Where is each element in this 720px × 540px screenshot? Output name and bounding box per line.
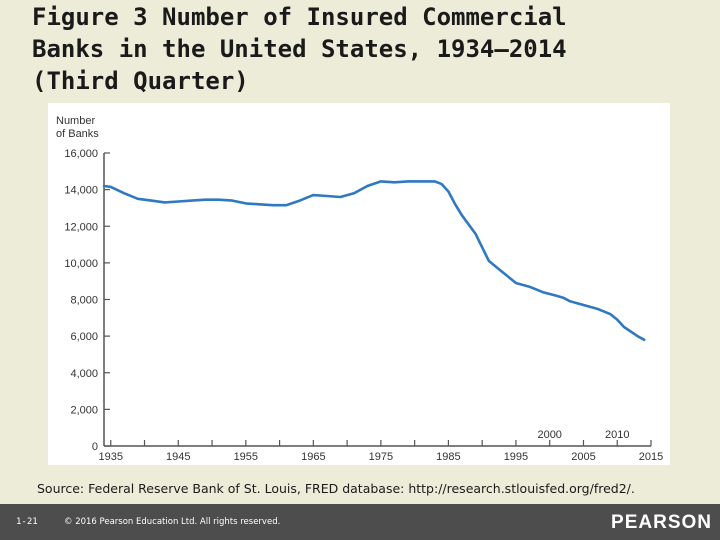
title-line-2: Banks in the United States, 1934–2014 bbox=[32, 35, 567, 63]
source-note: Source: Federal Reserve Bank of St. Loui… bbox=[37, 481, 635, 496]
y-tick-label: 10,000 bbox=[64, 258, 98, 270]
x-tick-label: 1955 bbox=[234, 451, 258, 463]
title-line-3: (Third Quarter) bbox=[32, 67, 249, 95]
y-axis-label: Number bbox=[56, 115, 95, 127]
slide-number: 1-21 bbox=[16, 517, 38, 527]
y-tick-label: 0 bbox=[92, 441, 98, 453]
x-tick-label: 1995 bbox=[504, 451, 528, 463]
x-tick-label: 2000 bbox=[537, 429, 561, 441]
x-tick-label: 1945 bbox=[166, 451, 190, 463]
x-tick-label: 1965 bbox=[301, 451, 325, 463]
y-tick-label: 2,000 bbox=[70, 404, 98, 416]
x-tick-label: 1975 bbox=[369, 451, 393, 463]
y-tick-label: 16,000 bbox=[64, 148, 98, 160]
chart-panel: Number of Banks 0 2,000 4,000 6,000 8,000 10,00… bbox=[48, 103, 670, 465]
y-tick-label: 12,000 bbox=[64, 221, 98, 233]
y-axis-label: of Banks bbox=[56, 128, 99, 140]
slide-title: Figure 3 Number of Insured Commercial Ba… bbox=[32, 1, 672, 97]
title-line-1: Figure 3 Number of Insured Commercial bbox=[32, 3, 567, 31]
pearson-logo: PEARSON bbox=[611, 512, 712, 533]
y-tick-label: 14,000 bbox=[64, 185, 98, 197]
y-tick-label: 4,000 bbox=[70, 368, 98, 380]
x-tick-label: 1935 bbox=[99, 451, 123, 463]
footer-bar: 1-21 © 2016 Pearson Education Ltd. All r… bbox=[0, 504, 720, 540]
x-tick-label: 2005 bbox=[571, 451, 595, 463]
series-line-insured-banks bbox=[102, 180, 646, 342]
x-tick-label: 1985 bbox=[436, 451, 460, 463]
x-tick-label: 2010 bbox=[605, 429, 629, 441]
y-tick-label: 8,000 bbox=[70, 295, 98, 307]
copyright-notice: © 2016 Pearson Education Ltd. All rights… bbox=[64, 517, 281, 527]
y-tick-label: 6,000 bbox=[70, 331, 98, 343]
x-tick-label: 2015 bbox=[639, 451, 663, 463]
